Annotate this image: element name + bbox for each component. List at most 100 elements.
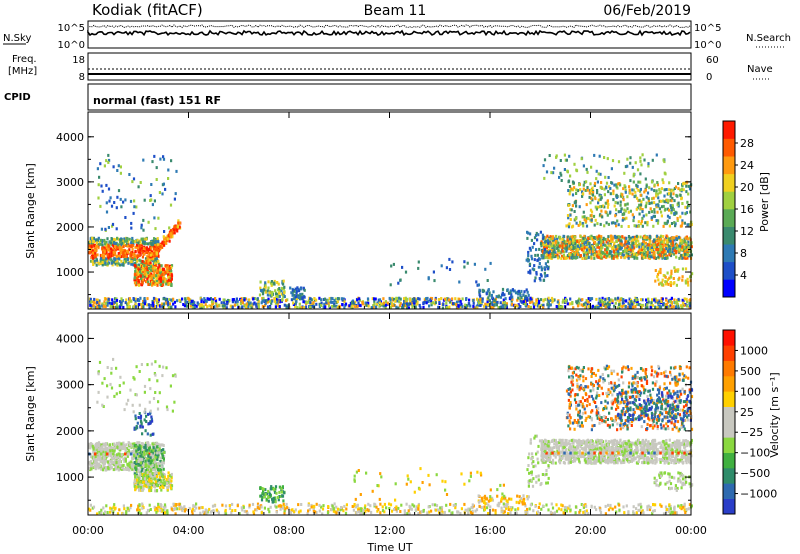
echo-cell: [404, 296, 407, 300]
echo-cell: [622, 187, 625, 191]
echo-cell: [164, 505, 167, 509]
echo-cell: [165, 301, 168, 305]
echo-cell: [315, 302, 318, 306]
echo-cell: [182, 303, 185, 306]
echo-cell: [220, 301, 223, 305]
echo-cell: [486, 303, 489, 307]
echo-cell: [663, 171, 666, 175]
echo-cell: [401, 305, 404, 309]
echo-cell: [684, 254, 687, 258]
echo-cell: [649, 235, 652, 239]
echo-cell: [484, 302, 487, 306]
echo-cell: [619, 252, 622, 256]
echo-cell: [686, 223, 689, 227]
echo-cell: [518, 297, 521, 301]
echo-cell: [567, 189, 570, 192]
echo-cell: [344, 302, 348, 306]
echo-cell: [103, 238, 106, 242]
echo-cell: [601, 301, 604, 304]
echo-cell: [168, 267, 172, 271]
echo-cell: [94, 251, 97, 255]
echo-cell: [535, 231, 538, 235]
echo-cell: [659, 190, 662, 194]
echo-cell: [629, 302, 632, 306]
echo-cell: [494, 509, 497, 513]
echo-cell: [157, 248, 160, 252]
echo-cell: [658, 304, 661, 308]
echo-cell: [333, 299, 336, 303]
echo-cell: [582, 302, 586, 306]
echo-cell: [548, 248, 551, 252]
echo-cell: [667, 240, 670, 244]
echo-cell: [135, 271, 138, 275]
echo-cell: [295, 291, 298, 295]
echo-cell: [443, 297, 446, 301]
echo-cell: [677, 268, 680, 272]
echo-cell: [318, 305, 321, 308]
echo-cell: [623, 208, 626, 212]
echo-cell: [669, 507, 672, 511]
echo-cell: [159, 157, 162, 161]
echo-cell: [581, 248, 584, 252]
echo-cell: [617, 236, 620, 240]
echo-cell: [661, 278, 664, 282]
echo-cell: [566, 506, 569, 510]
echo-cell: [140, 246, 143, 250]
echo-cell: [665, 257, 668, 260]
echo-cell: [509, 511, 512, 515]
echo-cell: [240, 297, 243, 301]
echo-cell: [619, 210, 622, 213]
echo-cell: [542, 298, 545, 302]
echo-cell: [170, 282, 173, 286]
echo-cell: [627, 252, 630, 256]
echo-cell: [668, 253, 671, 257]
echo-cell: [606, 199, 609, 203]
echo-cell: [303, 295, 306, 299]
echo-cell: [659, 199, 663, 203]
echo-cell: [672, 305, 675, 309]
echo-cell: [230, 511, 233, 515]
echo-cell: [505, 503, 508, 507]
echo-cell: [681, 241, 684, 244]
echo-cell: [148, 247, 151, 251]
echo-cell: [165, 241, 168, 245]
echo-cell: [601, 238, 604, 242]
echo-cell: [659, 305, 663, 309]
echo-cell: [654, 279, 657, 283]
echo-cell: [563, 250, 566, 254]
echo-cell: [639, 180, 642, 184]
echo-cell: [216, 304, 219, 308]
echo-cell: [266, 289, 269, 293]
echo-cell: [524, 300, 527, 304]
echo-cell: [625, 251, 628, 255]
echo-cell: [634, 305, 637, 308]
echo-cell: [168, 298, 171, 302]
echo-cell: [576, 240, 579, 243]
echo-cell: [607, 176, 610, 179]
echo-cell: [331, 300, 334, 304]
echo-cell: [226, 298, 230, 302]
echo-cell: [580, 303, 583, 307]
echo-cell: [161, 192, 164, 196]
echo-cell: [660, 251, 663, 255]
echo-cell: [152, 273, 155, 277]
echo-cell: [463, 265, 466, 269]
echo-cell: [405, 303, 408, 307]
echo-cell: [130, 253, 133, 257]
echo-cell: [99, 259, 102, 263]
echo-cell: [657, 255, 660, 259]
echo-cell: [635, 298, 638, 302]
echo-cell: [114, 258, 117, 262]
echo-cell: [334, 510, 337, 514]
noise-right-label: N.Search: [746, 33, 791, 44]
echo-cell: [591, 245, 594, 249]
echo-cell: [323, 302, 326, 306]
echo-cell: [147, 220, 150, 224]
echo-cell: [101, 247, 104, 251]
echo-cell: [684, 212, 687, 216]
echo-cell: [556, 237, 559, 241]
echo-cell: [575, 221, 578, 225]
echo-cell: [673, 199, 676, 203]
echo-cell: [561, 300, 564, 304]
echo-cell: [531, 245, 534, 249]
